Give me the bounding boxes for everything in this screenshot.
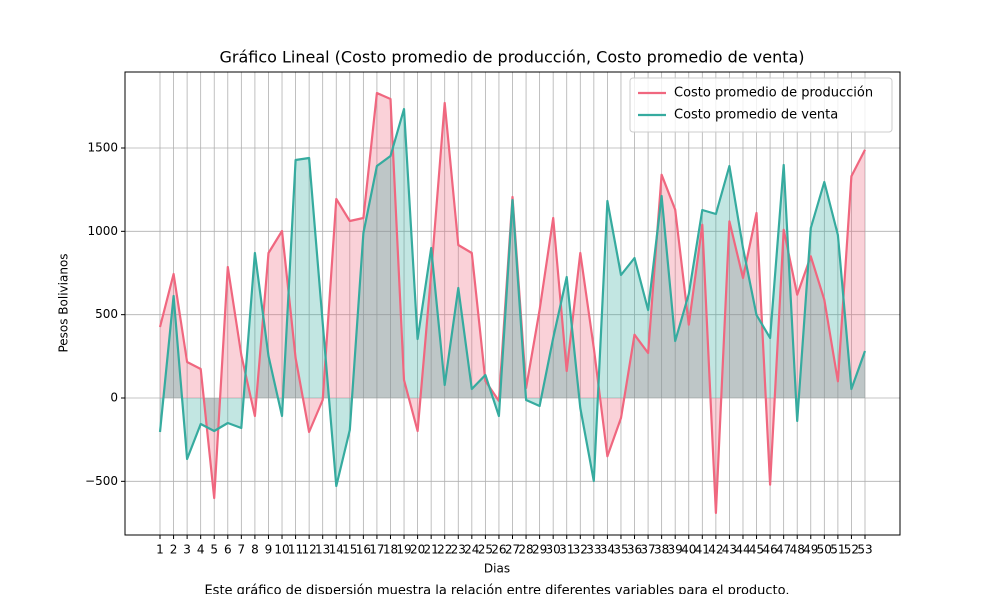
x-tick-label: 44 (735, 543, 750, 557)
x-tick-label: 27 (505, 543, 520, 557)
x-tick-label: 2 (170, 543, 178, 557)
x-tick-label: 35 (613, 543, 628, 557)
x-tick-label: 36 (627, 543, 642, 557)
x-tick-label: 22 (437, 543, 452, 557)
y-tick-label: 1500 (87, 141, 118, 155)
x-tick-label: 6 (224, 543, 232, 557)
x-tick-label: 21 (424, 543, 439, 557)
x-tick-label: 17 (369, 543, 384, 557)
y-tick-label: −500 (85, 474, 118, 488)
x-tick-label: 25 (478, 543, 493, 557)
x-tick-label: 49 (803, 543, 818, 557)
x-tick-label: 32 (573, 543, 588, 557)
legend-label: Costo promedio de producción (674, 86, 873, 101)
x-tick-label: 3 (183, 543, 191, 557)
x-tick-label: 52 (844, 543, 859, 557)
chart-title: Gráfico Lineal (Costo promedio de produc… (219, 48, 804, 67)
x-tick-label: 16 (356, 543, 371, 557)
x-tick-label: 33 (586, 543, 601, 557)
x-tick-label: 39 (668, 543, 683, 557)
x-tick-label: 1 (156, 543, 164, 557)
x-tick-label: 40 (681, 543, 696, 557)
x-tick-label: 47 (776, 543, 791, 557)
x-tick-label: 5 (210, 543, 218, 557)
x-tick-label: 43 (722, 543, 737, 557)
x-tick-label: 9 (265, 543, 273, 557)
area (160, 109, 865, 486)
x-tick-label: 23 (451, 543, 466, 557)
x-tick-label: 50 (817, 543, 832, 557)
legend-label: Costo promedio de venta (674, 108, 838, 123)
x-tick-label: 7 (238, 543, 246, 557)
x-tick-label: 24 (464, 543, 479, 557)
x-tick-label: 29 (532, 543, 547, 557)
caption: Este gráfico de dispersión muestra la re… (204, 584, 789, 595)
x-tick-label: 14 (329, 543, 344, 557)
x-tick-label: 28 (518, 543, 533, 557)
x-tick-label: 4 (197, 543, 205, 557)
x-tick-label: 45 (749, 543, 764, 557)
x-tick-label: 38 (654, 543, 669, 557)
legend: Costo promedio de producción Costo promed… (629, 77, 893, 133)
x-tick-label: 26 (491, 543, 506, 557)
legend-box (629, 77, 893, 133)
y-tick-label: 1000 (87, 224, 118, 238)
plot-frame (124, 71, 901, 536)
x-axis-label: Dias (484, 562, 510, 576)
line (158, 91, 866, 515)
x-tick-label: 30 (546, 543, 561, 557)
x-tick-label: 20 (410, 543, 425, 557)
x-tick-label: 10 (274, 543, 289, 557)
x-tick-label: 37 (640, 543, 655, 557)
x-tick-label: 18 (383, 543, 398, 557)
y-axis-label: Pesos Bolivianos (57, 253, 71, 352)
area (160, 93, 865, 513)
x-tick-label: 53 (857, 543, 872, 557)
x-tick-label: 15 (342, 543, 357, 557)
y-tick-label: 0 (110, 391, 118, 405)
x-tick-label: 51 (830, 543, 845, 557)
line (158, 107, 867, 488)
x-tick-label: 42 (708, 543, 723, 557)
x-tick-label: 11 (288, 543, 303, 557)
x-tick-label: 13 (315, 543, 330, 557)
x-tick-label: 46 (762, 543, 777, 557)
x-tick-label: 19 (396, 543, 411, 557)
x-tick-label: 31 (559, 543, 574, 557)
x-tick-label: 41 (695, 543, 710, 557)
x-tick-label: 48 (790, 543, 805, 557)
x-tick-label: 12 (301, 543, 316, 557)
y-tick-label: 500 (95, 307, 118, 321)
x-tick-label: 34 (600, 543, 615, 557)
x-tick-label: 8 (251, 543, 259, 557)
